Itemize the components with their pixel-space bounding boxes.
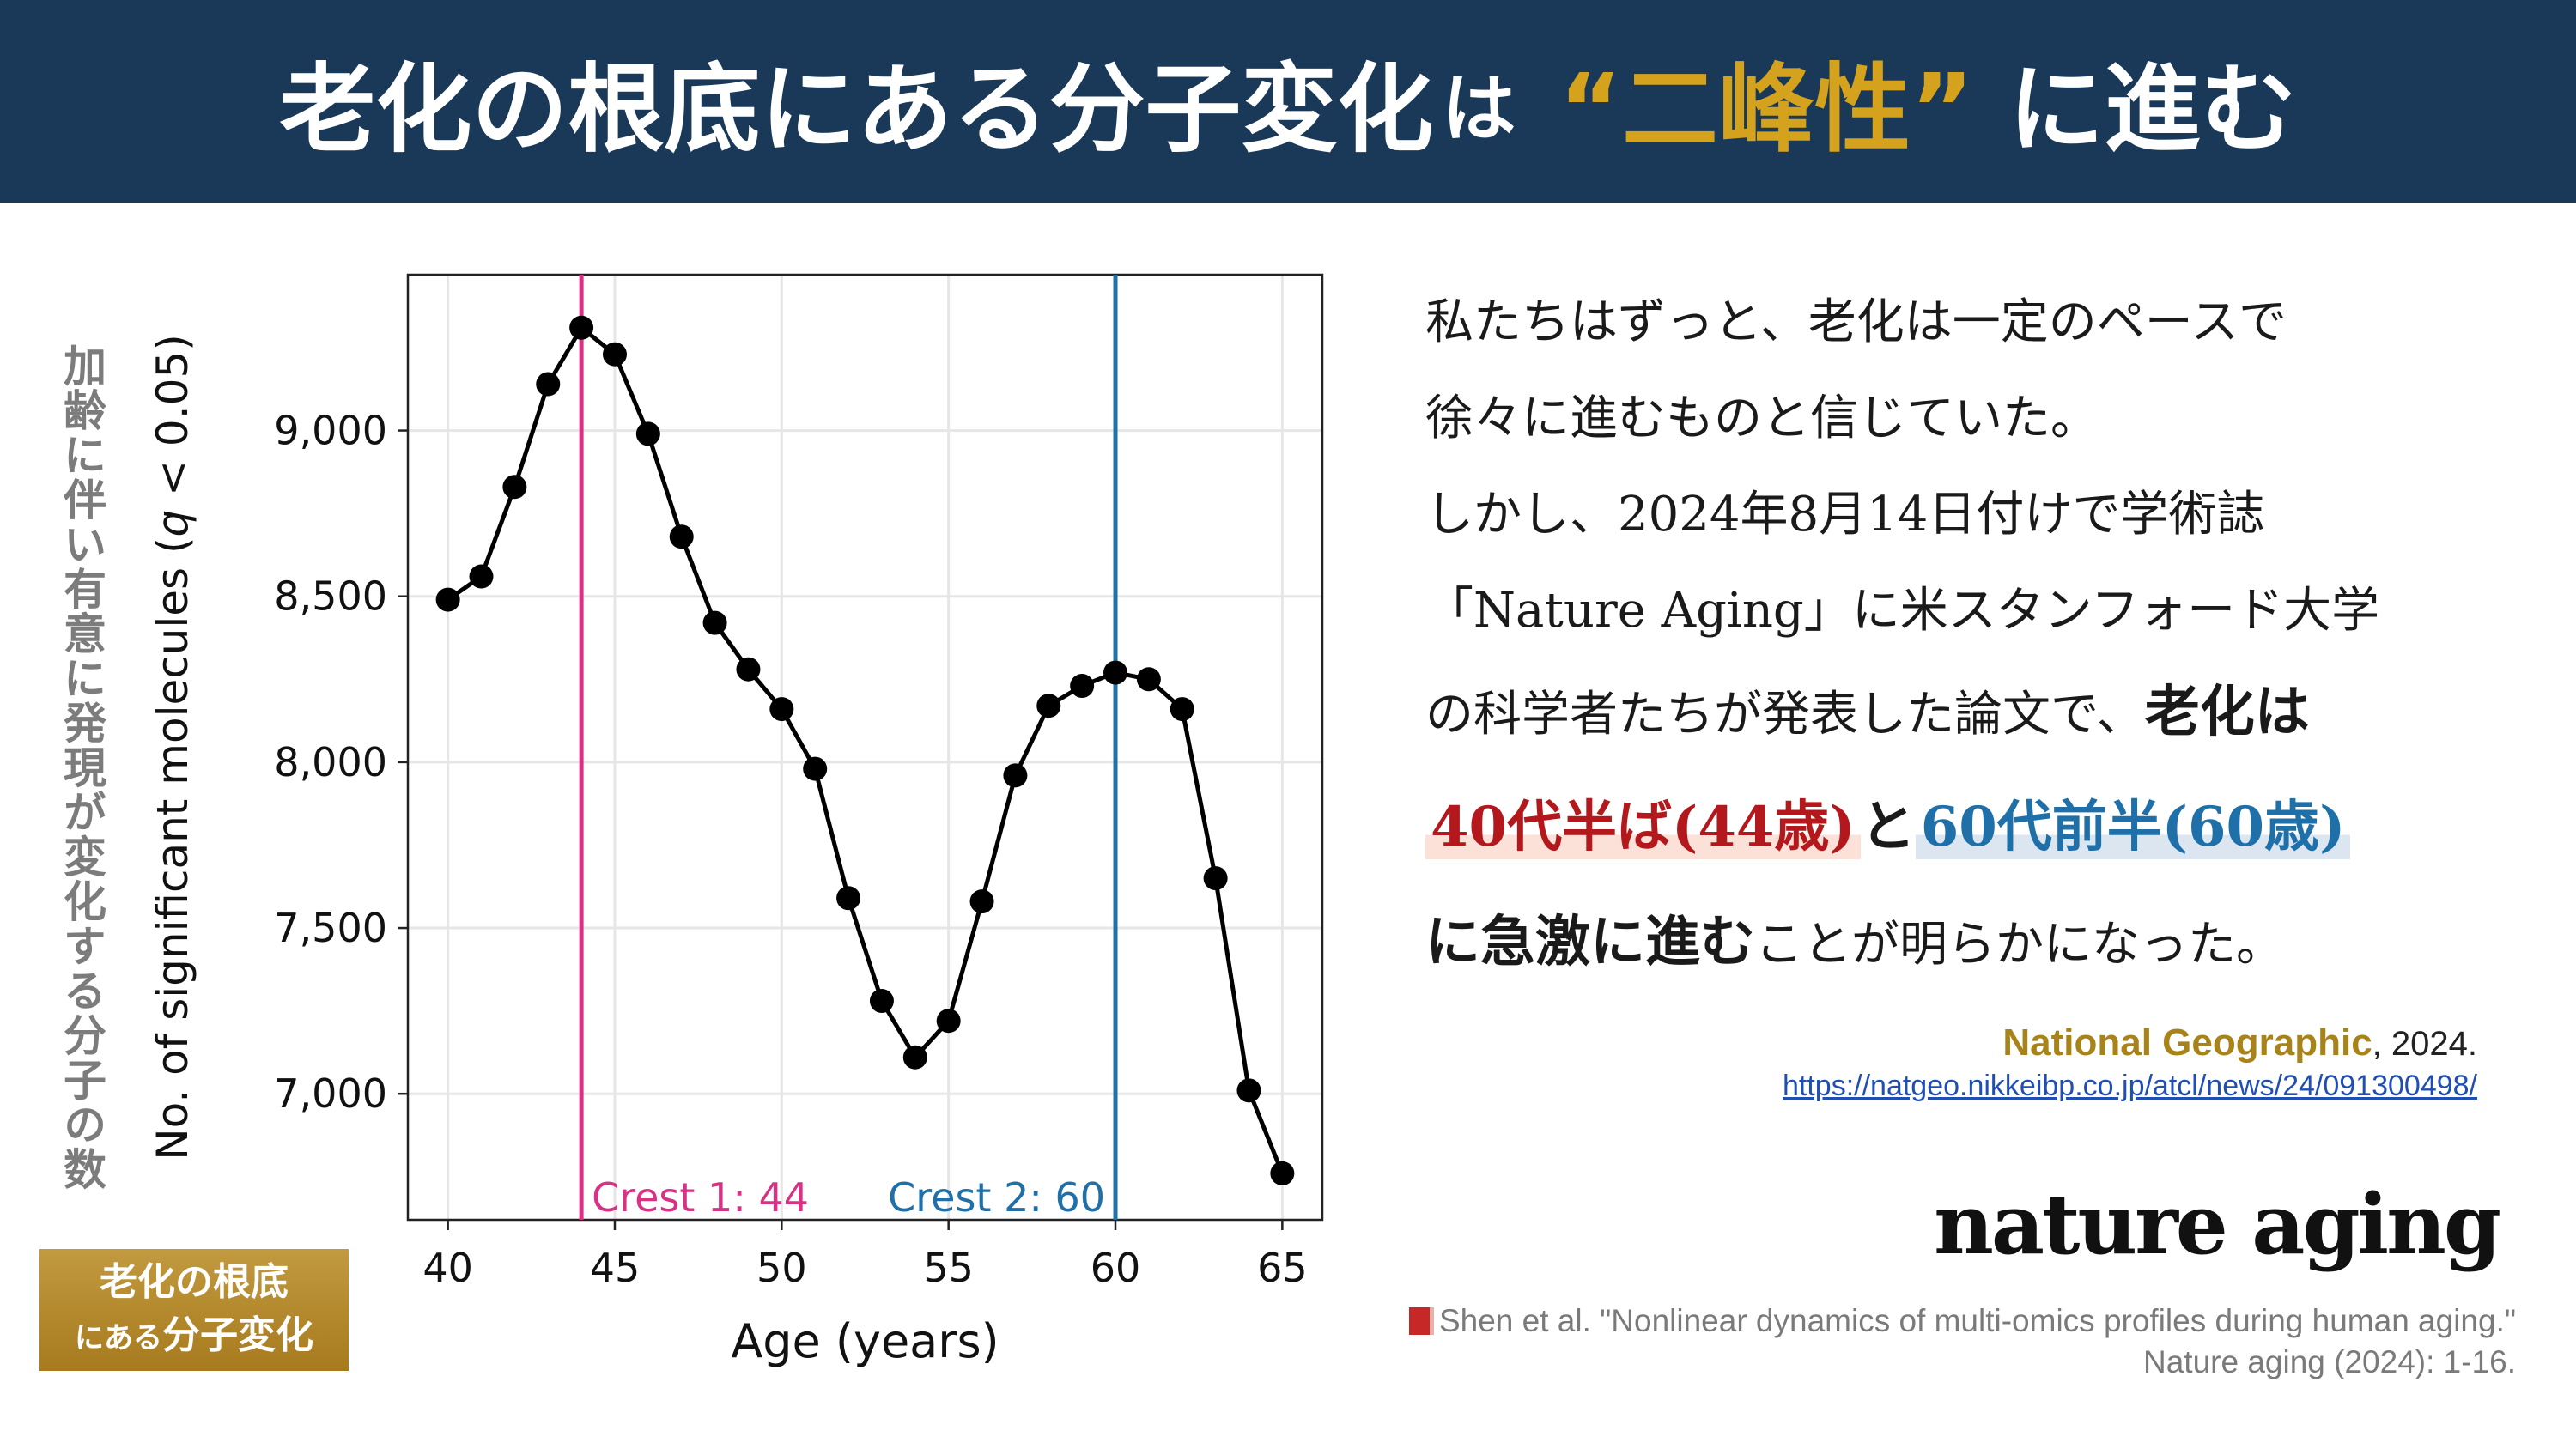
page-title: 老化の根底にある分子変化 は “二峰性” に進む	[0, 0, 2576, 203]
data-point	[869, 989, 894, 1014]
data-point	[702, 610, 727, 635]
x-tick-label: 40	[422, 1245, 473, 1291]
data-point	[1270, 1161, 1295, 1185]
x-tick-label: 45	[590, 1245, 641, 1291]
data-point	[536, 372, 561, 397]
y-axis-japanese-label: 加齢に伴い有意に発現が変化する分子の数	[57, 343, 106, 1191]
data-point	[803, 756, 828, 781]
aging-chart: 40 45 50 55 60 65 7,000 7,500 8,000 8,500 9,000 Cre…	[148, 273, 1324, 1368]
data-point	[769, 697, 794, 722]
nature-aging-logo: nature aging	[1934, 1176, 2501, 1273]
source-credit: National Geographic, 2024.	[2002, 1022, 2477, 1064]
book-icon	[1408, 1307, 1434, 1335]
x-axis-title: Age (years)	[731, 1314, 999, 1368]
title-main: 老化の根底にある分子変化	[279, 54, 1434, 166]
data-point	[669, 524, 694, 549]
summary-line-4: 「Nature Aging」に米スタンフォード大学	[1425, 583, 2380, 639]
data-point	[969, 889, 994, 914]
data-point	[1203, 866, 1228, 891]
title-accent: “二峰性”	[1558, 54, 1974, 166]
data-point	[1070, 674, 1095, 699]
source-link[interactable]: https://natgeo.nikkeibp.co.jp/atcl/news/…	[1782, 1070, 2477, 1102]
title-end: に進む	[2008, 54, 2297, 166]
data-point	[836, 886, 861, 911]
x-tick-label: 55	[923, 1245, 974, 1291]
aging-emphasis: 老化は	[2144, 680, 2310, 744]
citation-line-1: Shen et al. "Nonlinear dynamics of multi…	[1228, 1300, 2516, 1342]
data-point	[635, 421, 660, 446]
crest-label-1: Crest 1: 44	[592, 1174, 809, 1221]
plot-frame	[406, 273, 1324, 1222]
summary-line-5: の科学者たちが発表した論文で、老化は	[1425, 680, 2310, 744]
data-point	[502, 475, 527, 500]
summary-line-3: しかし、2024年8月14日付けで学術誌	[1425, 487, 2265, 543]
data-point	[1103, 660, 1128, 685]
summary-line-7: に急激に進むことが明らかになった。	[1425, 910, 2284, 974]
summary-line-2: 徐々に進むものと信じていた。	[1425, 391, 2099, 446]
molecular-change-badge: 老化の根底 にある分子変化	[39, 1249, 349, 1371]
data-point	[936, 1009, 961, 1034]
badge-line1: 老化の根底	[100, 1260, 289, 1304]
summary-line-6: 40代半ば(44歳)と60代前半(60歳)	[1425, 783, 2351, 862]
rapid-progress-emphasis: に急激に進む	[1425, 910, 1755, 974]
x-tick-label: 50	[756, 1245, 807, 1291]
source-name: National Geographic	[2002, 1022, 2372, 1064]
title-particle: は	[1442, 65, 1516, 152]
citation-line-2: Nature aging (2024): 1-16.	[2143, 1344, 2516, 1379]
data-point	[569, 315, 594, 340]
crest1-text: 40代半ば(44歳)	[1425, 795, 1861, 859]
x-tick-label: 60	[1091, 1245, 1141, 1291]
crest2-text: 60代前半(60歳)	[1915, 795, 2351, 859]
data-point	[1136, 667, 1161, 692]
data-point	[602, 342, 627, 367]
summary-line-1: 私たちはずっと、老化は一定のペースで	[1425, 294, 2287, 350]
y-axis-title: No. of significant molecules (q < 0.05)	[148, 334, 197, 1161]
y-tick-label: 9,000	[274, 408, 387, 454]
series-line	[447, 325, 1285, 1174]
x-tick-label: 65	[1257, 1245, 1308, 1291]
y-tick-label: 8,500	[274, 573, 387, 620]
data-point	[1036, 694, 1061, 718]
data-point	[1003, 763, 1028, 788]
data-point	[902, 1045, 927, 1070]
citation: Shen et al. "Nonlinear dynamics of multi…	[1228, 1300, 2516, 1383]
data-point	[435, 587, 460, 612]
y-tick-label: 7,500	[274, 905, 387, 951]
data-point	[736, 657, 761, 682]
crest-label-2: Crest 2: 60	[888, 1174, 1105, 1221]
source-year: , 2024.	[2372, 1025, 2477, 1063]
data-point	[1170, 697, 1194, 722]
y-tick-label: 8,000	[274, 739, 387, 785]
badge-line2: にある分子変化	[75, 1313, 313, 1357]
data-point	[469, 564, 494, 589]
y-tick-label: 7,000	[274, 1070, 387, 1117]
data-point	[1236, 1078, 1261, 1103]
